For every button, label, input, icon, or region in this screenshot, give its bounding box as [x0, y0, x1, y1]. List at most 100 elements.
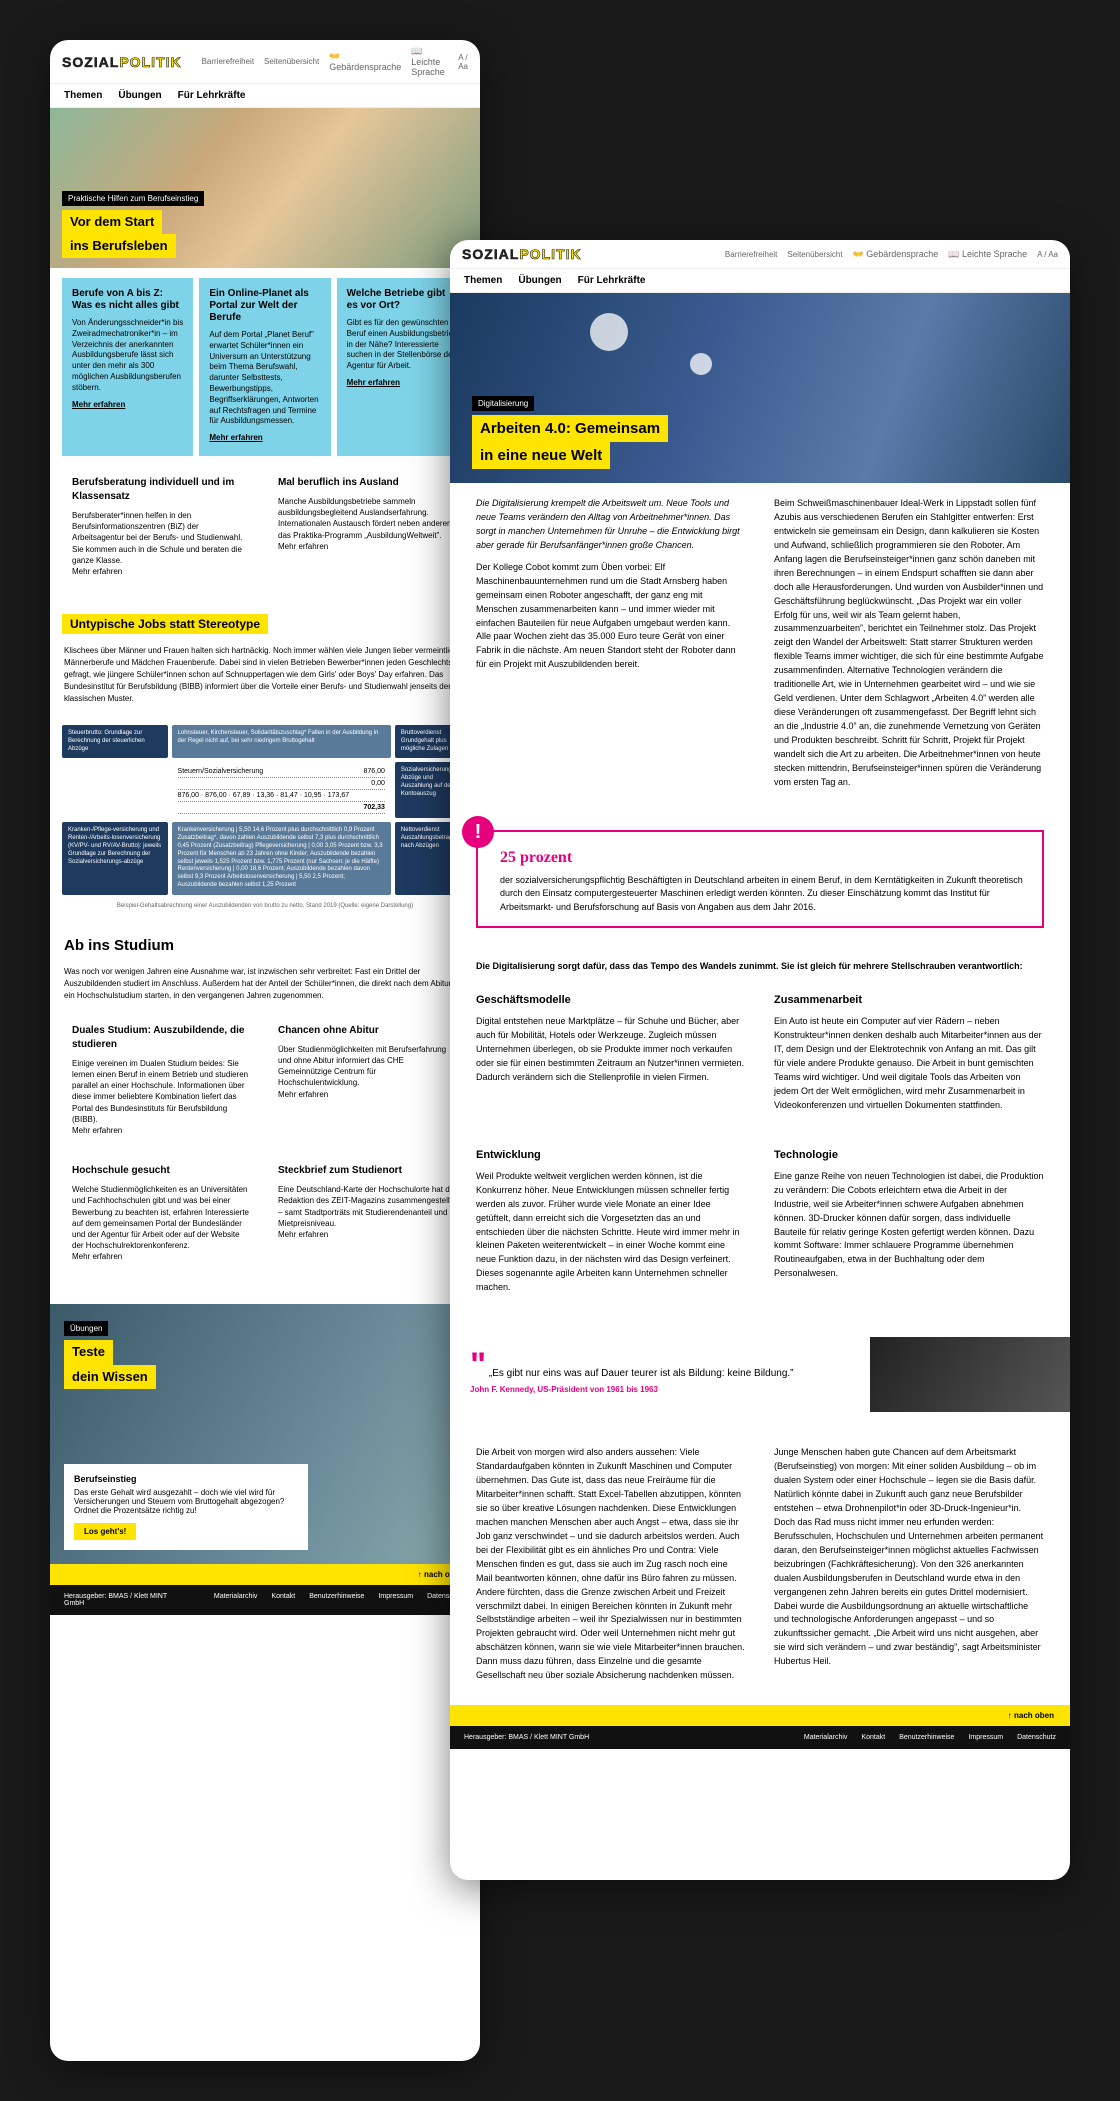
article-p1: Der Kollege Cobot kommt zum Üben vorbei:…: [476, 561, 746, 673]
card-body: Über Studienmöglichkeiten mit Berufserfa…: [278, 1044, 458, 1089]
card-body: Gibt es für den gewünschten Beruf einen …: [347, 318, 458, 372]
more-link[interactable]: Mehr erfahren: [209, 433, 262, 444]
footer-link[interactable]: Kontakt: [271, 1593, 295, 1607]
footer: Herausgeber: BMAS / Klett MINT GmbH Mate…: [50, 1585, 480, 1615]
link-gebaerdensprache[interactable]: 👐 Gebärdensprache: [853, 249, 939, 260]
more-link[interactable]: Mehr erfahren: [278, 1230, 328, 1239]
navbar: Themen Übungen Für Lehrkräfte: [50, 84, 480, 108]
exclamation-icon: !: [462, 816, 494, 848]
more-link[interactable]: Mehr erfahren: [72, 567, 122, 576]
hero-title-1: Arbeiten 4.0: Gemeinsam: [472, 415, 668, 442]
tail-1: Die Arbeit von morgen wird also anders a…: [476, 1446, 746, 1683]
more-link[interactable]: Mehr erfahren: [72, 1252, 122, 1261]
cards-row-2: Berufsberatung individuell und im Klasse…: [50, 466, 480, 601]
footer-link[interactable]: Impressum: [968, 1734, 1003, 1741]
more-link[interactable]: Mehr erfahren: [278, 1090, 328, 1099]
hero-kicker: Praktische Hilfen zum Berufseinstieg: [62, 191, 204, 206]
card-title: Chancen ohne Abitur: [278, 1024, 458, 1038]
link-gebaerdensprache[interactable]: 👐 Gebärdensprache: [329, 51, 401, 72]
link-seitenuebersicht[interactable]: Seitenübersicht: [787, 250, 842, 259]
footer-link[interactable]: Impressum: [378, 1593, 413, 1607]
link-fontsize[interactable]: A / Aa: [458, 53, 468, 71]
footer-link[interactable]: Benutzerhinweise: [899, 1734, 954, 1741]
quiz-kicker: Übungen: [64, 1321, 108, 1336]
footer-link[interactable]: Datenschutz: [1017, 1734, 1056, 1741]
quote-text: „Es gibt nur eins was auf Dauer teurer i…: [489, 1368, 794, 1379]
col-h-gm: Geschäftsmodelle: [476, 992, 746, 1009]
dbox-kv: Kranken-/Pflege-versicherung und Renten-…: [62, 822, 168, 894]
quiz-card-title: Berufseinstieg: [74, 1474, 298, 1484]
link-barrierefreiheit[interactable]: Barrierefreiheit: [202, 57, 254, 66]
card-planet-beruf[interactable]: Ein Online-Planet als Portal zur Welt de…: [199, 278, 330, 456]
lead-2: Die Digitalisierung sorgt dafür, dass da…: [476, 960, 1044, 974]
nav-lehrkraefte[interactable]: Für Lehrkräfte: [178, 90, 246, 101]
card-body: Manche Ausbildungsbetriebe sammeln ausbi…: [278, 496, 458, 541]
card-ausland[interactable]: Mal beruflich ins Ausland Manche Ausbild…: [268, 466, 468, 589]
card-betriebe[interactable]: Welche Betriebe gibt es vor Ort? Gibt es…: [337, 278, 468, 456]
link-leichte-sprache[interactable]: 📖 Leichte Sprache: [948, 249, 1027, 260]
link-barrierefreiheit[interactable]: Barrierefreiheit: [725, 250, 777, 259]
window-berufseinstieg: SOZIALPOLITIK Barrierefreiheit Seitenübe…: [50, 40, 480, 2061]
footer-link[interactable]: Benutzerhinweise: [309, 1593, 364, 1607]
quote-mark-icon: ": [470, 1346, 486, 1384]
link-fontsize[interactable]: A / Aa: [1037, 250, 1058, 259]
card-steckbrief[interactable]: Steckbrief zum Studienort Eine Deutschla…: [268, 1154, 468, 1274]
footer-link[interactable]: Materialarchiv: [804, 1734, 848, 1741]
footer-publisher: Herausgeber: BMAS / Klett MINT GmbH: [64, 1593, 186, 1607]
topbar: SOZIALPOLITIK Barrierefreiheit Seitenübe…: [50, 40, 480, 84]
diagram-caption: Beispiel-Gehaltsabrechnung einer Auszubi…: [50, 903, 480, 909]
cards-row-1: Berufe von A bis Z: Was es nicht alles g…: [50, 268, 480, 466]
hero-kicker: Digitalisierung: [472, 396, 534, 411]
card-title: Welche Betriebe gibt es vor Ort?: [347, 288, 458, 312]
more-link[interactable]: Mehr erfahren: [347, 378, 400, 389]
hero-image: Praktische Hilfen zum Berufseinstieg Vor…: [50, 108, 480, 268]
col-h-te: Technologie: [774, 1147, 1044, 1164]
footer-link[interactable]: Kontakt: [861, 1734, 885, 1741]
card-title: Ein Online-Planet als Portal zur Welt de…: [209, 288, 320, 324]
quiz-card: Berufseinstieg Das erste Gehalt wird aus…: [64, 1464, 308, 1550]
article-p2: Beim Schweißmaschinenbauer Ideal-Werk in…: [774, 497, 1044, 790]
article-intro: Die Digitalisierung krempelt die Arbeits…: [476, 498, 740, 550]
footer-publisher: Herausgeber: BMAS / Klett MINT GmbH: [464, 1734, 589, 1741]
col-h-za: Zusammenarbeit: [774, 992, 1044, 1009]
footer-link[interactable]: Materialarchiv: [214, 1593, 258, 1607]
more-link[interactable]: Mehr erfahren: [72, 1126, 122, 1135]
hero-title-2: ins Berufsleben: [62, 234, 176, 258]
link-leichte-sprache[interactable]: 📖 Leichte Sprache: [411, 46, 448, 77]
card-berufsberatung[interactable]: Berufsberatung individuell und im Klasse…: [62, 466, 262, 589]
logo[interactable]: SOZIALPOLITIK: [462, 246, 582, 262]
col-gm: Digital entstehen neue Marktplätze – für…: [476, 1015, 746, 1085]
num-total: 702,33: [178, 802, 385, 814]
card-hochschule-gesucht[interactable]: Hochschule gesucht Welche Studienmöglich…: [62, 1154, 262, 1274]
col-h-en: Entwicklung: [476, 1147, 746, 1164]
card-duales-studium[interactable]: Duales Studium: Auszubildende, die studi…: [62, 1014, 262, 1148]
card-ohne-abitur[interactable]: Chancen ohne Abitur Über Studienmöglichk…: [268, 1014, 468, 1148]
section-studium-h: Ab ins Studium: [50, 923, 480, 960]
quote-image: [870, 1337, 1070, 1412]
more-link[interactable]: Mehr erfahren: [278, 542, 328, 551]
nav-uebungen[interactable]: Übungen: [518, 275, 561, 286]
quiz-start-button[interactable]: Los geht's!: [74, 1523, 136, 1540]
card-berufe-az[interactable]: Berufe von A bis Z: Was es nicht alles g…: [62, 278, 193, 456]
nav-uebungen[interactable]: Übungen: [118, 90, 161, 101]
col-za: Ein Auto ist heute ein Computer auf vier…: [774, 1015, 1044, 1113]
col-te: Eine ganze Reihe von neuen Technologien …: [774, 1170, 1044, 1282]
back-to-top[interactable]: ↑ nach oben: [450, 1705, 1070, 1726]
logo[interactable]: SOZIALPOLITIK: [62, 54, 182, 70]
card-body: Von Änderungsschneider*in bis Zweiradmec…: [72, 318, 183, 394]
nav-themen[interactable]: Themen: [464, 275, 502, 286]
quiz-teaser: Übungen Teste dein Wissen Berufseinstieg…: [50, 1304, 480, 1564]
num-sum: 876,00 · 876,00 · 67,89 · 13,36 · 81,47 …: [178, 790, 385, 802]
window-arbeiten40: SOZIALPOLITIK Barrierefreiheit Seitenübe…: [450, 240, 1070, 1880]
card-body: Welche Studienmöglichkeiten es an Univer…: [72, 1184, 252, 1251]
nav-themen[interactable]: Themen: [64, 90, 102, 101]
more-link[interactable]: Mehr erfahren: [72, 400, 125, 411]
back-to-top[interactable]: ↑ nach oben: [50, 1564, 480, 1585]
hero-title-2: in eine neue Welt: [472, 442, 610, 469]
navbar: Themen Übungen Für Lehrkräfte: [450, 269, 1070, 293]
card-body: Auf dem Portal „Planet Beruf” erwartet S…: [209, 330, 320, 427]
nav-lehrkraefte[interactable]: Für Lehrkräfte: [578, 275, 646, 286]
footer: Herausgeber: BMAS / Klett MINT GmbH Mate…: [450, 1726, 1070, 1749]
stat-number: 25 prozent: [500, 846, 1026, 870]
link-seitenuebersicht[interactable]: Seitenübersicht: [264, 57, 319, 66]
